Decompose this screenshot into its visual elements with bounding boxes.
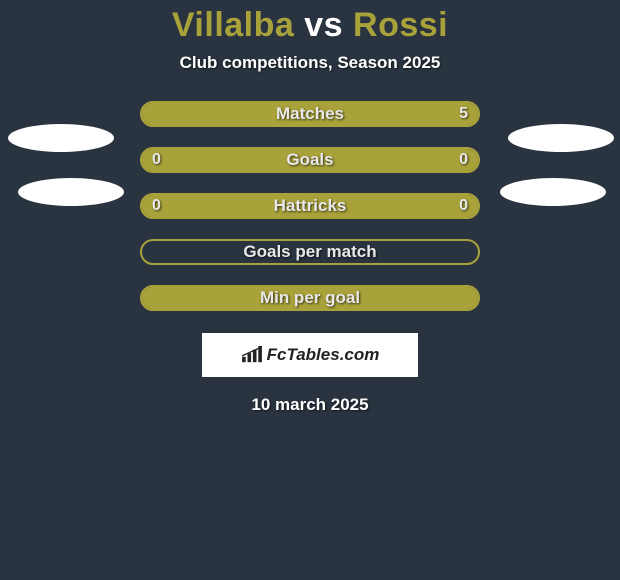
side-ellipse [508,124,614,152]
subtitle: Club competitions, Season 2025 [0,53,620,73]
stat-row: 5 Matches [140,101,480,127]
page-title: Villalba vs Rossi [0,0,620,45]
player1-name: Villalba [172,6,294,44]
stat-label: Min per goal [260,288,360,308]
stat-right-value: 0 [459,197,468,215]
stat-left-value: 0 [152,197,161,215]
date-text: 10 march 2025 [0,395,620,415]
stat-label: Goals [286,150,333,170]
side-ellipse [8,124,114,152]
side-ellipse [500,178,606,206]
stat-label: Matches [276,104,344,124]
stat-left-value: 0 [152,151,161,169]
stat-row: 0 0 Goals [140,147,480,173]
stat-row: Goals per match [140,239,480,265]
bar-chart-icon [241,346,263,364]
stat-right-value: 5 [459,105,468,123]
stat-right-value: 0 [459,151,468,169]
stat-label: Goals per match [243,242,376,262]
stat-row: Min per goal [140,285,480,311]
brand-text: FcTables.com [267,345,380,365]
stat-label: Hattricks [274,196,347,216]
player2-name: Rossi [353,6,448,44]
brand-box: FcTables.com [202,333,418,377]
vs-text: vs [304,6,343,44]
side-ellipse [18,178,124,206]
stat-row: 0 0 Hattricks [140,193,480,219]
